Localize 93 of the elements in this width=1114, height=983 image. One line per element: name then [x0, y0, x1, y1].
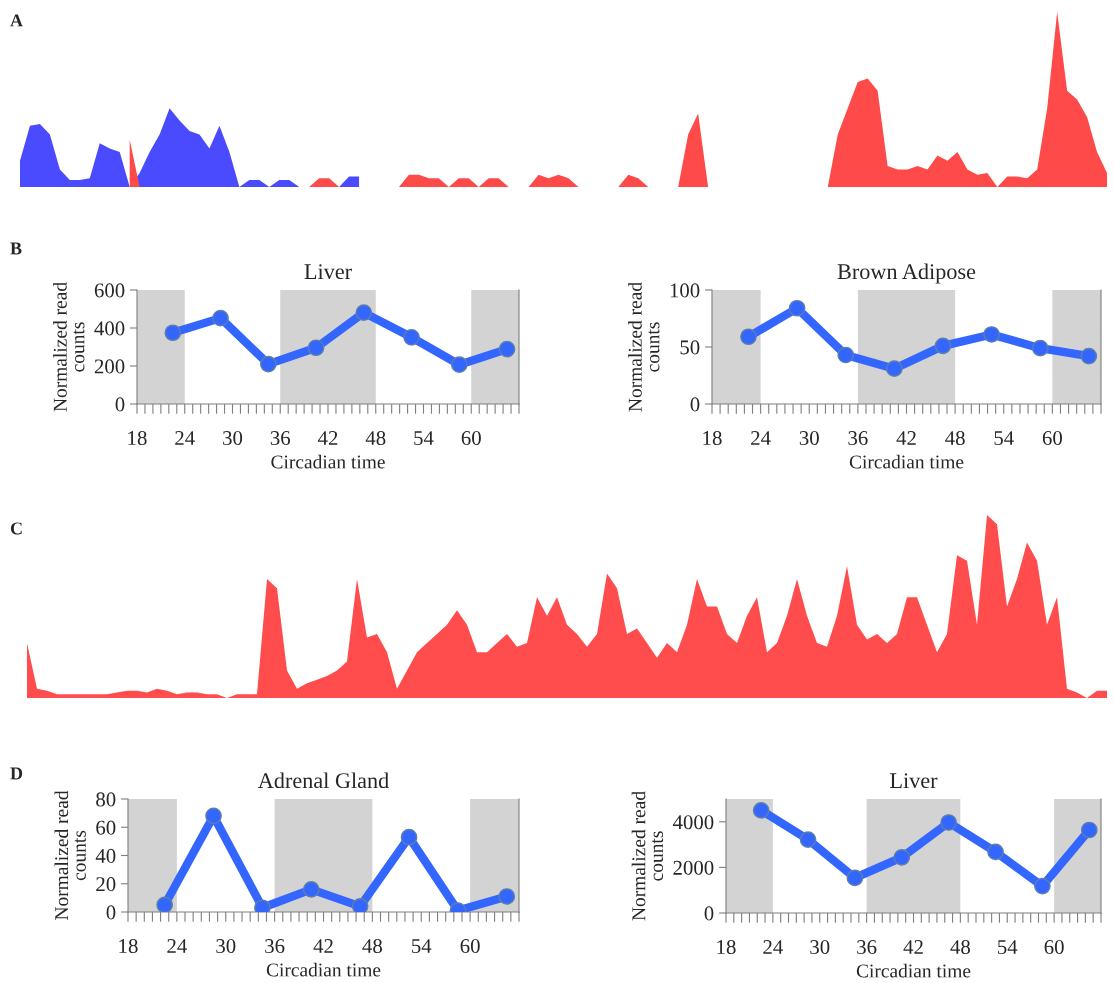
point — [940, 814, 957, 831]
point — [205, 807, 222, 825]
y-tick-label: 400 — [94, 321, 125, 336]
y-tick-label: 4000 — [672, 815, 714, 830]
y-tick-label: 80 — [96, 792, 116, 807]
x-tick-label: 60 — [1044, 939, 1064, 955]
y-axis-title: Normalized read counts — [54, 790, 86, 920]
point — [886, 360, 903, 377]
y-tick-label: 0 — [115, 397, 125, 412]
y-tick-label: 100 — [670, 283, 700, 298]
point — [799, 831, 817, 848]
x-tick-label: 24 — [175, 431, 195, 445]
x-tick-label: 30 — [223, 430, 243, 446]
point — [403, 328, 420, 346]
point — [788, 299, 806, 317]
x-tick-label: 60 — [460, 938, 480, 954]
x-tick-label: 24 — [751, 431, 771, 445]
x-tick-label: 18 — [119, 938, 138, 954]
point — [752, 802, 770, 819]
y-tick-label: 2000 — [673, 860, 714, 875]
point — [450, 356, 468, 374]
x-tick-label: 36 — [848, 431, 868, 446]
point — [355, 304, 373, 321]
y-tick-label: 20 — [96, 877, 116, 892]
x-tick-label: 48 — [362, 938, 382, 954]
point — [1080, 821, 1098, 839]
y-tick-label: 40 — [95, 848, 116, 863]
x-tick-label: 60 — [461, 430, 481, 446]
point — [983, 326, 1000, 343]
text: B — [10, 242, 22, 255]
chart-title: Adrenal Gland — [258, 772, 389, 789]
x-tick-label: 18 — [128, 430, 147, 446]
point — [212, 309, 229, 327]
x-tick-label: 30 — [799, 430, 819, 446]
y-tick-label: 0 — [690, 397, 700, 412]
point — [1034, 877, 1051, 895]
point — [498, 888, 516, 905]
point — [837, 346, 855, 364]
point — [740, 328, 757, 346]
text: D — [10, 767, 23, 780]
x-tick-label: 36 — [265, 939, 285, 954]
y-tick-label: 0 — [704, 906, 714, 921]
point — [259, 355, 277, 373]
x-axis-title: Circadian time — [856, 963, 971, 978]
x-tick-label: 18 — [703, 430, 722, 446]
x-tick-label: 54 — [994, 431, 1014, 446]
y-axis-title: Normalized read counts — [631, 791, 664, 921]
x-axis-title: Circadian time — [271, 454, 385, 469]
x-tick-label: 48 — [945, 430, 965, 446]
point — [302, 881, 320, 898]
x-tick-label: 36 — [857, 940, 877, 955]
point — [351, 898, 369, 912]
x-tick-label: 30 — [810, 939, 830, 955]
chart-title: Brown Adipose — [837, 263, 976, 284]
x-tick-label: 48 — [365, 430, 386, 446]
x-tick-label: 42 — [317, 431, 338, 445]
x-axis-title: Circadian time — [266, 962, 381, 977]
y-axis-title: Normalized read counts — [628, 282, 660, 412]
point — [307, 339, 325, 357]
chart-title: Liver — [890, 773, 938, 789]
y-tick-label: 0 — [106, 905, 116, 920]
chart-title: A — [10, 14, 23, 27]
point — [893, 849, 911, 866]
x-tick-label: 42 — [903, 940, 923, 954]
y-tick-label: 60 — [96, 820, 116, 835]
x-tick-label: 54 — [412, 939, 432, 954]
point — [498, 340, 516, 358]
x-tick-label: 18 — [717, 939, 736, 955]
point — [400, 828, 418, 846]
y-axis-title: Normalized read counts — [53, 282, 85, 412]
x-tick-label: 42 — [313, 939, 333, 953]
point — [846, 869, 864, 887]
point — [156, 896, 173, 912]
x-tick-label: 24 — [167, 939, 187, 953]
point — [987, 843, 1004, 861]
x-tick-label: 54 — [998, 940, 1018, 955]
point — [164, 324, 182, 342]
x-tick-label: 60 — [1042, 430, 1062, 446]
x-tick-label: 30 — [216, 938, 236, 954]
chart-title: Liver — [304, 264, 352, 280]
x-tick-label: 42 — [896, 431, 916, 445]
y-tick-label: 200 — [94, 359, 125, 374]
x-tick-label: 54 — [414, 431, 434, 446]
point — [1031, 339, 1049, 357]
x-tick-label: 48 — [950, 939, 970, 955]
y-tick-label: 50 — [680, 340, 700, 355]
x-tick-label: 36 — [270, 431, 291, 446]
point — [1080, 347, 1098, 365]
x-axis-title: Circadian time — [849, 454, 964, 469]
y-tick-label: 600 — [94, 283, 125, 298]
chart-title: C — [10, 522, 22, 535]
x-tick-label: 24 — [763, 940, 783, 954]
point — [934, 337, 952, 355]
